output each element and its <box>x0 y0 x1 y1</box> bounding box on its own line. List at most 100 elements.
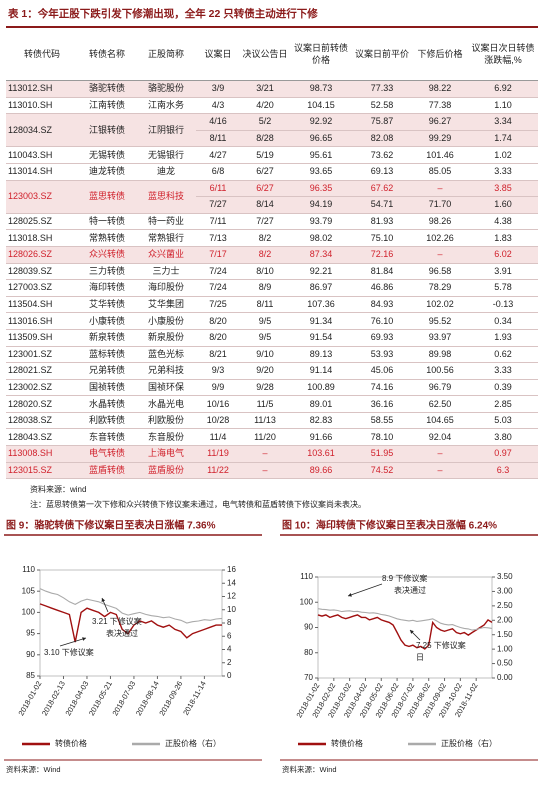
cell: 7/24 <box>196 279 240 297</box>
table-row: 128026.SZ 众兴转债 众兴菌业 7/17 8/2 87.34 72.16–6.02 <box>6 246 538 264</box>
table-row: 128020.SZ 水晶转债 水晶光电 10/16 11/5 89.01 36.16 62.5… <box>6 395 538 413</box>
cell: 5.03 <box>468 412 538 430</box>
y-tick-label: 95 <box>26 629 35 638</box>
table: 转债代码 转债名称 正股简称 议案日 决议公告日 议案日前转债价格 议案日前平价 下修后价格议… <box>6 26 538 480</box>
cell: 89.01 <box>290 395 352 413</box>
cell: 91.14 <box>290 362 352 380</box>
y2-tick-label: 3.00 <box>497 587 513 596</box>
cell: 96.58 <box>412 263 468 281</box>
arrow-head <box>82 637 86 641</box>
cell: 71.70 <box>412 196 468 214</box>
cell: 67.62 <box>352 180 412 198</box>
table-row: 113012.SH 骆驼转债 骆驼股份 3/9 3/21 98.73 77.33 98.22 6… <box>6 80 538 98</box>
cell: 11/22 <box>196 462 240 480</box>
y-tick-label: 90 <box>26 650 35 659</box>
cell: 江南水务 <box>136 97 196 115</box>
cell: 兄弟科技 <box>136 362 196 380</box>
table-row: 128021.SZ 兄弟转债 兄弟科技 9/3 9/20 91.14 45.06 100.56… <box>6 362 538 380</box>
cell: 6/27 <box>240 180 290 198</box>
cell: 11/20 <box>240 428 290 447</box>
cell: 98.22 <box>412 80 468 98</box>
cell: 96.79 <box>412 379 468 397</box>
cell: 9/3 <box>196 362 240 380</box>
table-row: 123001.SZ 蓝标转债 蓝色光标 8/21 9/10 89.13 53.93 89.98… <box>6 346 538 364</box>
table-row: 113014.SH 迪龙转债 迪龙 6/8 6/27 93.65 69.13 85.05 3.3… <box>6 163 538 181</box>
cell: 128039.SZ <box>6 263 78 281</box>
arrow-head <box>348 593 352 597</box>
cell: 128026.SZ <box>6 246 78 264</box>
chart-title: 图 9：骆驼转债下修议案日至表决日涨幅 7.36% <box>6 519 216 532</box>
cell: 46.86 <box>352 279 412 297</box>
y2-tick-label: 2.00 <box>497 615 513 624</box>
cell: 113010.SH <box>6 97 78 115</box>
cell: 69.13 <box>352 163 412 181</box>
cell: 113012.SH <box>6 80 78 98</box>
annotation: 7.25 下修议案 <box>416 640 466 650</box>
cell: 123002.SZ <box>6 379 78 397</box>
y-tick-label: 105 <box>22 586 36 595</box>
table-row: 123003.SZ 蓝思转债 蓝思科技 6/11 6/27 96.35 67.62–3.85 <box>6 180 538 214</box>
y2-tick-label: 3.50 <box>497 572 513 581</box>
cell: 0.34 <box>468 312 538 330</box>
cell: 113016.SH <box>6 312 78 330</box>
cell: 1.93 <box>468 329 538 347</box>
cell: 上海电气 <box>136 445 196 463</box>
x-tick-label: 2018-11-14 <box>181 679 208 716</box>
cell: 国祯转债 <box>78 379 136 397</box>
cell: 113008.SH <box>6 445 78 463</box>
cell: 74.52 <box>352 462 412 480</box>
source: 资料来源：wind <box>30 485 87 494</box>
table-row: 128025.SZ 特一转债 特一药业 7/11 7/27 93.79 81.93 98.26… <box>6 213 538 231</box>
chart-title: 图 10：海印转债下修议案日至表决日涨幅 6.24% <box>282 519 497 532</box>
x-tick-label: 2018-08-14 <box>134 679 161 717</box>
cell: 7/27 <box>196 196 240 214</box>
cell: 11/13 <box>240 412 290 430</box>
cell: 5.78 <box>468 279 538 297</box>
cell: 127003.SZ <box>6 279 78 297</box>
charts: 图 9：骆驼转债下修议案日至表决日涨幅 7.36%859095100105110… <box>4 519 538 774</box>
cell: 7/11 <box>196 213 240 231</box>
cell: 128043.SZ <box>6 428 78 447</box>
table-row: 128039.SZ 三力转债 三力士 7/24 8/10 92.21 81.84 96.58 3… <box>6 263 538 281</box>
annotation-arrow <box>347 583 383 597</box>
y2-tick-label: 0.50 <box>497 659 513 668</box>
cell: 113018.SH <box>6 229 78 247</box>
arrow-head <box>101 598 106 602</box>
cell: 4/27 <box>196 146 240 164</box>
cell: 江阴银行 <box>136 113 196 148</box>
cell: 53.93 <box>352 346 412 364</box>
series-line <box>39 588 223 624</box>
cell: 74.16 <box>352 379 412 397</box>
table-row: 128034.SZ 江银转债 江阴银行 4/16 5/2 92.92 75.87 96.27 3… <box>6 113 538 148</box>
cell: 92.04 <box>412 428 468 447</box>
column-header: 议案日 <box>196 26 240 81</box>
cell: 101.46 <box>412 146 468 164</box>
table-row: 113010.SH 江南转债 江南水务 4/3 4/20 104.15 52.58 77.38… <box>6 97 538 115</box>
cell: 93.79 <box>290 213 352 231</box>
cell: 8/14 <box>240 196 290 214</box>
legend-label: 正股价格（右） <box>165 738 221 748</box>
y2-tick-label: 16 <box>227 565 236 574</box>
cell: 100.56 <box>412 362 468 380</box>
cell: 骆驼转债 <box>78 80 136 98</box>
cell: 95.61 <box>290 146 352 164</box>
cell: 水晶光电 <box>136 395 196 413</box>
cell: 58.55 <box>352 412 412 430</box>
cell: 96.35 <box>290 180 352 198</box>
cell: 113014.SH <box>6 163 78 181</box>
cell: 9/20 <box>240 362 290 380</box>
cell: 7/13 <box>196 229 240 247</box>
cell: 54.71 <box>352 196 412 214</box>
cell: 1.74 <box>468 130 538 148</box>
cell: 1.10 <box>468 97 538 115</box>
cell: 艾华转债 <box>78 296 136 314</box>
y2-tick-label: 1.00 <box>497 644 513 653</box>
table-row: 113016.SH 小康转债 小康股份 8/20 9/5 91.34 76.10 95.52 0… <box>6 312 538 330</box>
cell: 99.29 <box>412 130 468 148</box>
cell: 110043.SH <box>6 146 78 164</box>
cell: 8/28 <box>240 130 290 148</box>
table-row: 127003.SZ 海印转债 海印股份 7/24 8/9 86.97 46.86 78.29 5… <box>6 279 538 297</box>
y-tick-label: 80 <box>304 648 313 657</box>
cell: 11/5 <box>240 395 290 413</box>
cell: 1.83 <box>468 229 538 247</box>
